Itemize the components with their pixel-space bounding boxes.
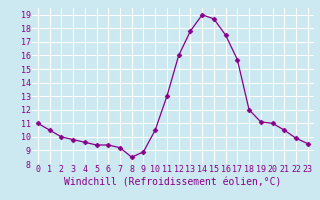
X-axis label: Windchill (Refroidissement éolien,°C): Windchill (Refroidissement éolien,°C) <box>64 177 282 187</box>
